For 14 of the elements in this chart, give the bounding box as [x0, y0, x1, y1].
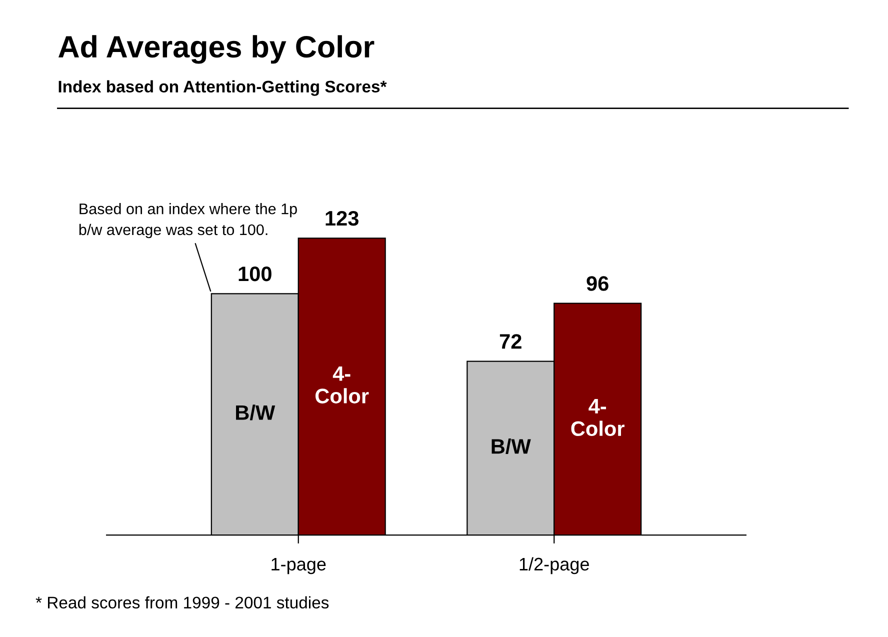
- chart-title: Ad Averages by Color: [58, 35, 374, 64]
- series-label: 4-Color: [316, 366, 369, 404]
- data-label: 123: [326, 210, 358, 226]
- x-tick-label: 1-page: [272, 558, 326, 574]
- text: 4-Color: [571, 399, 624, 436]
- text: * Read scores from 1999 - 2001 studies: [36, 596, 329, 608]
- data-label: 72: [500, 334, 522, 349]
- text: B/W: [492, 438, 531, 454]
- data-label: 100: [238, 266, 272, 282]
- x-tick-label: 1/2-page: [520, 557, 589, 574]
- series-label: B/W: [236, 404, 276, 420]
- data-label: 96: [586, 276, 608, 291]
- annotation: Based on an index where the 1p b/w average was set to 100.: [79, 203, 297, 238]
- chart-subtitle: Index based on Attention-Getting Scores*: [58, 80, 387, 96]
